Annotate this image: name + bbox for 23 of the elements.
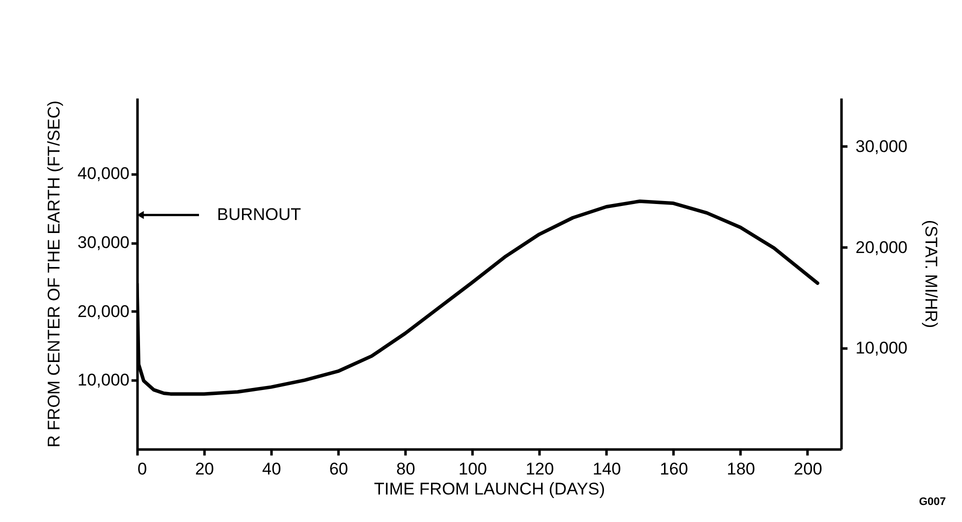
x-tick-label: 60 <box>329 460 348 478</box>
x-tick-label: 180 <box>726 460 756 478</box>
x-tick-label: 200 <box>794 460 822 478</box>
x-tick-label: 0 <box>138 460 147 478</box>
y2-axis-title: (STAT. MI/HR) <box>921 220 940 328</box>
x-tick-label: 120 <box>526 460 554 478</box>
text: G007 <box>919 496 946 508</box>
y-axis-title: R FROM CENTER OF THE EARTH (FT/SEC) <box>44 100 64 448</box>
y2-tick-label: 20,000 <box>856 238 908 257</box>
x-axis-title: TIME FROM LAUNCH (DAYS) <box>374 480 606 498</box>
y-tick-label: 20,000 <box>78 302 130 321</box>
x-tick-label: 40 <box>262 460 282 478</box>
y-tick-label: 30,000 <box>78 233 130 252</box>
y-tick-label: 10,000 <box>78 370 130 390</box>
annotation: BURNOUT <box>217 205 302 224</box>
y2-tick-label: 10,000 <box>856 338 908 358</box>
x-tick-label: 100 <box>458 460 487 478</box>
x-tick-label: 80 <box>396 460 416 478</box>
x-tick-label: 20 <box>195 460 214 478</box>
x-tick-label: 160 <box>660 460 688 478</box>
x-tick-label: 140 <box>592 460 622 478</box>
y-tick-label: 40,000 <box>78 164 130 184</box>
y2-tick-label: 30,000 <box>856 136 908 156</box>
